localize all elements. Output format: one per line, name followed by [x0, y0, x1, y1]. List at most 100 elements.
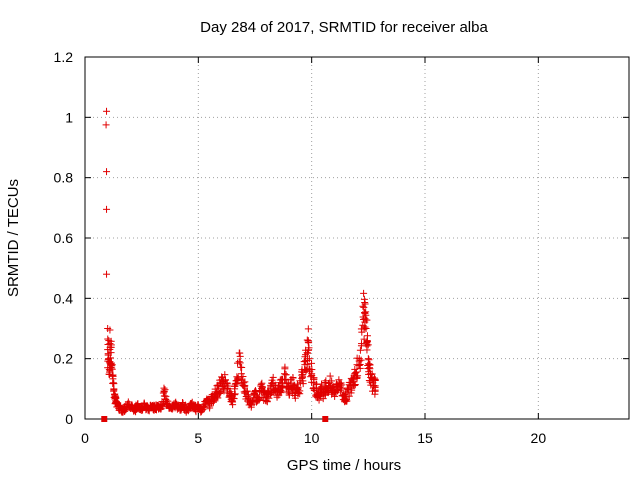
data-point: [277, 387, 285, 395]
data-point: [315, 396, 323, 404]
data-point: [345, 392, 353, 400]
y-tick-label: 1.2: [54, 49, 74, 65]
data-point: [233, 380, 241, 388]
data-point: [365, 360, 373, 368]
data-point: [226, 388, 234, 396]
data-point: [361, 300, 369, 308]
data-point: [357, 356, 365, 364]
data-point: [361, 315, 369, 323]
x-axis-label: GPS time / hours: [287, 457, 401, 474]
data-point: [239, 373, 247, 381]
data-point: [229, 394, 237, 402]
data-point: [235, 349, 243, 357]
data-point: [105, 370, 113, 378]
data-point: [282, 371, 290, 379]
data-point: [229, 398, 237, 406]
data-point: [106, 326, 114, 334]
data-point: [356, 346, 364, 354]
y-tick-label: 0.8: [54, 170, 74, 186]
data-point: [236, 359, 244, 367]
y-tick-label: 0.2: [54, 351, 74, 367]
data-point: [351, 365, 359, 373]
data-point: [235, 358, 243, 366]
data-point: [355, 361, 363, 369]
data-point: [132, 408, 140, 416]
data-point: [110, 387, 118, 395]
data-point: [347, 389, 355, 397]
data-point: [366, 361, 374, 369]
square-marker: [322, 416, 329, 422]
data-point: [234, 375, 242, 383]
data-point: [371, 376, 379, 384]
data-point: [247, 403, 255, 411]
data-point: [161, 392, 169, 400]
data-point: [103, 205, 111, 213]
data-point: [215, 389, 223, 397]
data-point: [356, 364, 364, 372]
data-point: [305, 355, 313, 363]
data-point: [103, 270, 111, 278]
data-point: [103, 168, 111, 176]
data-point: [299, 371, 307, 379]
data-point: [108, 372, 116, 380]
data-point: [103, 107, 111, 115]
x-tick-label: 0: [81, 430, 89, 446]
x-tick-label: 20: [531, 430, 547, 446]
data-point: [199, 405, 207, 413]
data-point: [161, 386, 169, 394]
data-point: [108, 364, 116, 372]
data-point: [360, 303, 368, 311]
data-point: [361, 323, 369, 331]
data-point: [124, 398, 132, 406]
data-point: [343, 397, 351, 405]
data-point: [238, 363, 246, 371]
data-point: [209, 398, 217, 406]
data-point: [158, 402, 166, 410]
data-point: [214, 394, 222, 402]
data-point: [304, 325, 312, 333]
data-point: [255, 394, 263, 402]
data-point: [304, 346, 312, 354]
data-point: [269, 373, 277, 381]
data-point: [351, 381, 359, 389]
y-tick-label: 1: [65, 109, 73, 125]
data-point: [337, 385, 345, 393]
data-point: [353, 374, 361, 382]
square-marker: [101, 416, 108, 422]
x-tick-label: 5: [194, 430, 202, 446]
data-point: [236, 352, 244, 360]
data-point: [363, 338, 371, 346]
y-axis-label: SRMTID / TECUs: [5, 179, 22, 297]
data-point: [134, 400, 142, 408]
data-point: [258, 383, 266, 391]
data-point: [364, 341, 372, 349]
data-point: [112, 393, 120, 401]
data-point: [308, 359, 316, 367]
data-point: [308, 366, 316, 374]
data-points: [101, 107, 379, 422]
data-point: [363, 316, 371, 324]
data-point: [281, 363, 289, 371]
data-point: [371, 386, 379, 394]
data-point: [326, 372, 334, 380]
data-point: [310, 374, 318, 382]
x-tick-label: 10: [304, 430, 320, 446]
data-point: [304, 349, 312, 357]
data-point: [294, 388, 302, 396]
data-point: [263, 398, 271, 406]
data-point: [299, 377, 307, 385]
data-point: [241, 381, 249, 389]
data-point: [222, 376, 230, 384]
y-tick-label: 0.6: [54, 230, 74, 246]
axis-ticks: 0 0.2 0.4 0.6 0.8 1 1.2 0 5 10 15 20: [54, 49, 629, 446]
data-point: [362, 325, 370, 332]
y-tick-label: 0: [65, 411, 73, 427]
data-point: [110, 380, 118, 388]
data-point: [107, 341, 115, 349]
data-point: [224, 382, 232, 390]
data-point: [328, 377, 336, 385]
data-point: [108, 365, 116, 373]
data-point: [360, 289, 368, 297]
data-point: [106, 354, 114, 362]
